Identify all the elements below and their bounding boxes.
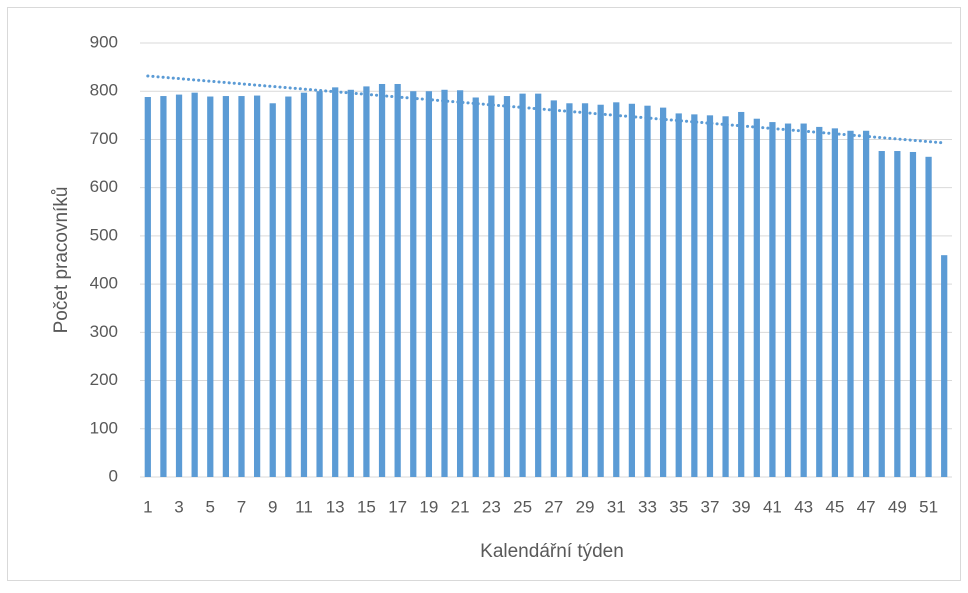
bar <box>269 103 276 478</box>
bar <box>456 90 464 477</box>
bar <box>659 107 667 478</box>
bar <box>800 123 807 477</box>
y-tick-label: 700 <box>90 129 118 148</box>
bar <box>441 89 448 477</box>
x-tick-label: 17 <box>388 497 407 516</box>
bar <box>816 126 823 477</box>
x-tick-label: 3 <box>174 497 183 516</box>
bar <box>862 130 870 477</box>
x-tick-label: 41 <box>763 497 782 516</box>
bar <box>207 96 214 477</box>
bar <box>519 93 526 477</box>
bar <box>581 103 589 478</box>
bar <box>675 113 682 477</box>
bar <box>285 96 292 477</box>
y-tick-label: 800 <box>90 81 118 100</box>
x-tick-label: 9 <box>268 497 277 516</box>
bar <box>535 93 542 477</box>
x-tick-label: 1 <box>143 497 152 516</box>
bar <box>691 114 698 477</box>
x-tick-label: 43 <box>794 497 813 516</box>
bar <box>706 115 714 477</box>
bar <box>613 102 620 478</box>
bar <box>488 95 495 477</box>
x-tick-label: 25 <box>513 497 532 516</box>
y-tick-label: 500 <box>90 225 118 244</box>
bar <box>597 104 604 478</box>
x-tick-label: 31 <box>607 497 626 516</box>
bar <box>628 103 636 477</box>
x-tick-label: 7 <box>237 497 246 516</box>
x-tick-label: 19 <box>419 497 438 516</box>
x-tick-label: 21 <box>451 497 470 516</box>
bar <box>894 151 901 478</box>
x-tick-label: 5 <box>206 497 215 516</box>
bar <box>316 91 323 477</box>
x-tick-label: 51 <box>919 497 938 516</box>
bar <box>394 83 401 477</box>
bar <box>925 156 932 477</box>
x-tick-label: 37 <box>701 497 720 516</box>
bar <box>347 89 354 477</box>
bar <box>144 97 151 478</box>
bar <box>410 91 417 477</box>
bar <box>769 122 776 477</box>
x-tick-label: 35 <box>669 497 688 516</box>
bar <box>753 118 760 477</box>
x-tick-label: 49 <box>888 497 907 516</box>
bar <box>847 130 854 477</box>
x-tick-label: 13 <box>326 497 345 516</box>
bar <box>550 100 557 477</box>
x-tick-label: 29 <box>576 497 595 516</box>
bar <box>300 92 308 478</box>
y-tick-label: 600 <box>90 177 118 196</box>
x-tick-label: 11 <box>295 497 313 516</box>
trendline <box>146 74 946 145</box>
x-tick-label: 33 <box>638 497 657 516</box>
bar <box>909 151 917 477</box>
bar <box>160 96 167 478</box>
bar <box>878 151 885 478</box>
bar <box>784 123 792 477</box>
bar <box>644 105 651 477</box>
bar <box>191 92 198 478</box>
bar <box>503 96 511 478</box>
bar <box>332 87 339 477</box>
x-tick-label: 27 <box>544 497 563 516</box>
y-tick-label: 900 <box>90 32 118 51</box>
bar <box>831 128 839 477</box>
bar <box>425 91 433 477</box>
bar <box>378 83 386 477</box>
x-axis-title: Kalendářní týden <box>480 541 624 562</box>
y-axis-title: Počet pracovníků <box>51 187 72 334</box>
bar <box>566 103 573 478</box>
x-tick-label: 15 <box>357 497 376 516</box>
bar <box>238 96 245 478</box>
x-tick-label: 23 <box>482 497 501 516</box>
y-tick-label: 400 <box>90 274 118 293</box>
bar <box>472 97 479 477</box>
bar <box>738 111 745 478</box>
bar <box>222 96 230 478</box>
x-tick-label: 47 <box>857 497 876 516</box>
y-tick-label: 100 <box>90 418 118 437</box>
bar <box>363 86 370 478</box>
bar <box>253 95 261 477</box>
x-tick-label: 45 <box>825 497 844 516</box>
y-tick-label: 200 <box>90 370 118 389</box>
bar <box>722 116 729 477</box>
bar <box>941 255 948 477</box>
bar <box>175 94 183 477</box>
y-tick-label: 300 <box>90 322 118 341</box>
y-tick-label: 0 <box>109 466 118 485</box>
x-tick-label: 39 <box>732 497 751 516</box>
